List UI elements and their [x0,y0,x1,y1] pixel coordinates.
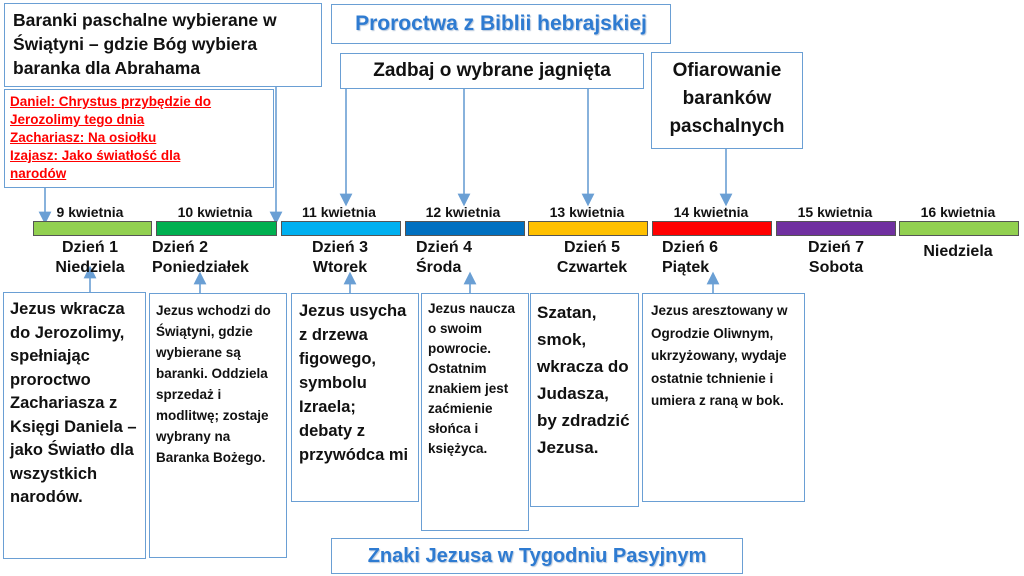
title-signs: Znaki Jezusa w Tygodniu Pasyjnym [331,538,743,574]
title-prophecies-text: Proroctwa z Biblii hebrajskiej [355,12,647,35]
dayname-day5-number: Dzień 5 [563,239,620,256]
dayname-day7: Dzień 7 Sobota [786,238,886,278]
dayname-day6-number: Dzień 6 [662,239,719,256]
note-day2-text: Jezus wchodzi do Świątyni, gdzie wybiera… [156,303,271,465]
note-day3: Jezus usycha z drzewa figowego, symbolu … [291,293,419,502]
note-day4-text: Jezus naucza o swoim powrocie. Ostatnim … [428,301,516,456]
prophecy-box: Daniel: Chrystus przybędzie do Jerozolim… [4,89,274,188]
date-day4: 12 kwietnia [425,204,501,220]
dayname-day1-number: Dzień 1 [61,239,118,256]
timeline-bar-day6 [652,221,772,236]
date-day6: 14 kwietnia [673,204,749,220]
prophecy-line-1: Daniel: Chrystus przybędzie do [10,94,212,109]
note-day4: Jezus naucza o swoim powrocie. Ostatnim … [421,293,529,531]
dayname-day1-weekday: Niedziela [55,259,125,276]
dayname-day5-weekday: Czwartek [556,259,628,276]
dayname-day8: Niedziela [906,238,1010,262]
dayname-day1: Dzień 1 Niedziela [40,238,140,278]
lamb-selection-text: Baranki paschalne wybierane w Świątyni –… [13,10,277,78]
dayname-day6-weekday: Piątek [662,259,710,276]
timeline-bar-day8 [899,221,1019,236]
dayname-day7-weekday: Sobota [808,259,864,276]
dayname-day2-weekday: Poniedziałek [152,259,249,276]
dayname-day7-number: Dzień 7 [807,239,864,256]
date-day1: 9 kwietnia [56,204,124,220]
note-day1-text: Jezus wkracza do Jerozolimy, spełniając … [10,300,137,506]
date-day8: 16 kwietnia [920,204,996,220]
prophecy-line-2: Jerozolimy tego dnia [10,112,145,127]
timeline-bar-day1 [33,221,152,236]
prophecy-line-5: narodów [10,166,67,181]
date-day5: 13 kwietnia [549,204,625,220]
note-day6: Jezus aresztowany w Ogrodzie Oliwnym, uk… [642,293,805,502]
dayname-day8-weekday: Niedziela [923,243,993,260]
timeline-bar-day5 [528,221,648,236]
prophecy-line-4: Izajasz: Jako światłość dla [10,148,181,163]
date-day3: 11 kwietnia [302,204,376,220]
note-day5-text: Szatan, smok, wkracza do Judasza, by zdr… [537,303,630,457]
date-day2: 10 kwietnia [177,204,253,220]
dayname-day3-weekday: Wtorek [312,259,368,276]
dayname-day6: Dzień 6 Piątek [662,238,762,278]
timeline-bar-day2 [156,221,277,236]
lamb-selection-box: Baranki paschalne wybierane w Świątyni –… [4,3,322,87]
offering-text: Ofiarowanie baranków paschalnych [669,60,785,137]
title-prophecies: Proroctwa z Biblii hebrajskiej [331,4,671,44]
prophecy-line-3: Zachariasz: Na osiołku [10,130,157,145]
care-lambs-box: Zadbaj o wybrane jagnięta [340,53,644,89]
note-day1: Jezus wkracza do Jerozolimy, spełniając … [3,292,146,559]
dayname-day3: Dzień 3 Wtorek [290,238,390,278]
timeline-bar-day4 [405,221,525,236]
dayname-day4-number: Dzień 4 [416,239,473,256]
note-day3-text: Jezus usycha z drzewa figowego, symbolu … [299,302,409,464]
timeline-bar-day3 [281,221,401,236]
dayname-day3-number: Dzień 3 [311,239,368,256]
dayname-day2: Dzień 2 Poniedziałek [152,238,270,278]
note-day5: Szatan, smok, wkracza do Judasza, by zdr… [530,293,639,507]
note-day2: Jezus wchodzi do Świątyni, gdzie wybiera… [149,293,287,558]
timeline-bar-day7 [776,221,896,236]
dayname-day2-number: Dzień 2 [152,239,209,256]
dayname-day4-weekday: Środa [416,259,462,276]
offering-box: Ofiarowanie baranków paschalnych [651,52,803,149]
care-lambs-text: Zadbaj o wybrane jagnięta [373,60,611,81]
note-day6-text: Jezus aresztowany w Ogrodzie Oliwnym, uk… [651,303,788,408]
dayname-day5: Dzień 5 Czwartek [540,238,644,278]
title-signs-text: Znaki Jezusa w Tygodniu Pasyjnym [367,544,707,567]
dayname-day4: Dzień 4 Środa [416,238,516,278]
date-day7: 15 kwietnia [797,204,873,220]
